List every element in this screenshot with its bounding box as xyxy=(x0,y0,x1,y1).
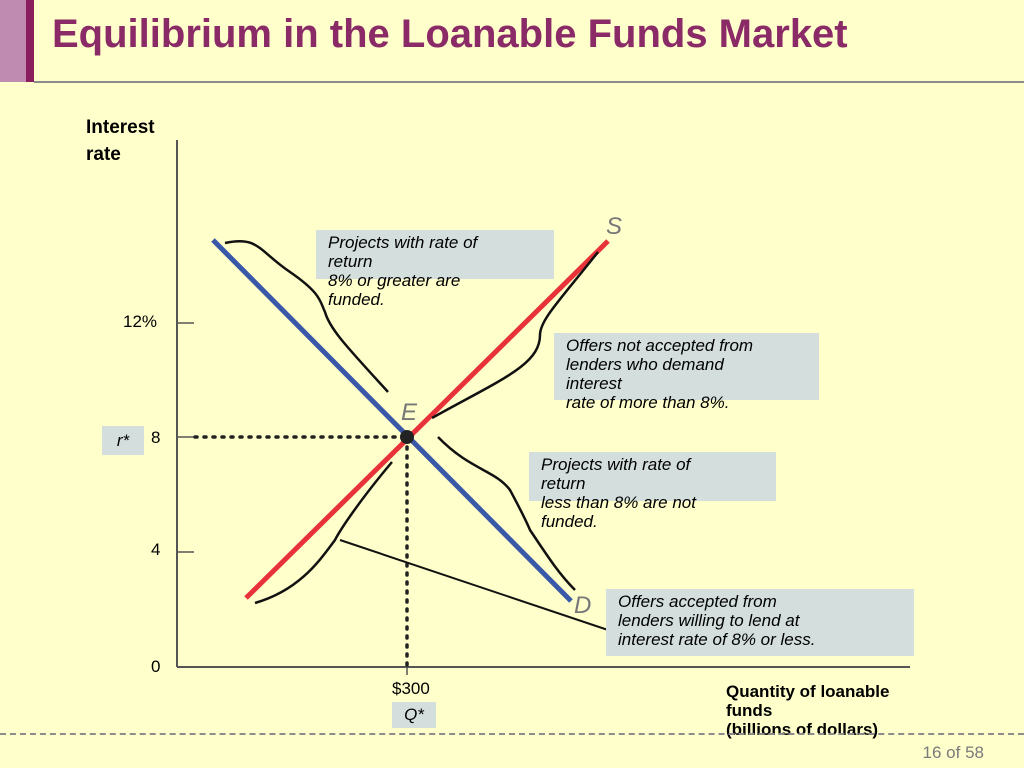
callout-not-accepted-line2: lenders who demand xyxy=(566,355,724,374)
title-divider xyxy=(34,81,1024,83)
y-tick-label-4: 4 xyxy=(151,540,161,559)
callout-pointer xyxy=(339,539,609,631)
x-axis-title: Quantity of loanable funds (billions of … xyxy=(726,682,889,739)
brace-supply-lower xyxy=(254,461,393,605)
callout-funded-line4: funded. xyxy=(328,290,385,309)
r-star-tag: r* xyxy=(102,426,144,455)
y-axis-title: Interest rate xyxy=(86,114,155,168)
y-tick-label-0: 0 xyxy=(151,657,161,676)
supply-curve xyxy=(244,239,610,600)
y-tick-label-8: 8 xyxy=(151,428,161,447)
supply-label: S xyxy=(606,213,623,240)
brace-demand-lower xyxy=(437,436,576,591)
slide-title: Equilibrium in the Loanable Funds Market xyxy=(52,12,848,56)
equilibrium-point xyxy=(400,430,414,444)
callout-funded: Projects with rate of return 8% or great… xyxy=(316,230,554,309)
callout-accepted: Offers accepted from lenders willing to … xyxy=(606,589,914,656)
brace-supply-upper xyxy=(431,251,599,420)
callout-not-funded-line2: return xyxy=(541,474,586,493)
page-number: 16 of 58 xyxy=(922,743,984,762)
decorative-bar xyxy=(0,0,26,82)
footer-divider xyxy=(0,733,1024,735)
callout-funded-line2: return xyxy=(328,252,373,271)
equilibrium-label: E xyxy=(401,399,418,426)
x-axis-title-line3: (billions of dollars) xyxy=(726,720,879,739)
x-axis-title-line1: Quantity of loanable xyxy=(726,682,890,701)
demand-curve xyxy=(211,238,573,603)
callout-not-accepted-line4: rate of more than 8%. xyxy=(566,393,730,412)
y-tick-label-12: 12% xyxy=(123,312,158,331)
callout-accepted-line1: Offers accepted from xyxy=(618,592,777,611)
callout-funded-line1: Projects with rate of xyxy=(328,233,478,252)
callout-not-funded-line3: less than 8% are not xyxy=(541,493,696,512)
callout-not-accepted-line1: Offers not accepted from xyxy=(566,336,754,355)
demand-label: D xyxy=(574,592,592,619)
callout-not-accepted-line3: interest xyxy=(566,374,622,393)
y-axis-title-line2: rate xyxy=(86,144,121,165)
callout-accepted-line2: lenders willing to lend at xyxy=(618,611,800,630)
callout-not-funded-line4: funded. xyxy=(541,512,598,531)
callout-accepted-line3: interest rate of 8% or less. xyxy=(618,630,816,649)
x-axis-title-line2: funds xyxy=(726,701,773,720)
y-axis-title-line1: Interest xyxy=(86,117,155,138)
decorative-bar-accent xyxy=(26,0,34,82)
callout-funded-line3: 8% or greater are xyxy=(328,271,461,290)
brace-demand-upper xyxy=(224,239,389,393)
x-tick-label-300: $300 xyxy=(392,679,430,698)
q-star-tag: Q* xyxy=(392,702,436,728)
callout-not-funded: Projects with rate of return less than 8… xyxy=(529,452,776,531)
callout-not-funded-line1: Projects with rate of xyxy=(541,455,691,474)
callout-not-accepted: Offers not accepted from lenders who dem… xyxy=(554,333,819,412)
